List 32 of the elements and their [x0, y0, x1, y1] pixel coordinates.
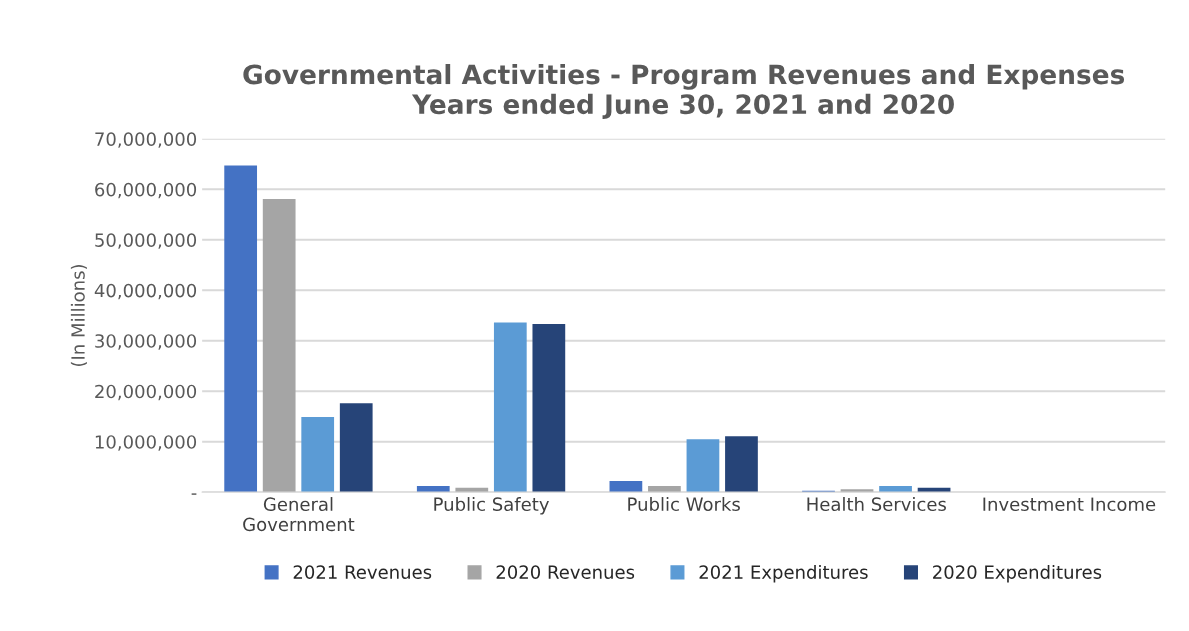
x-tick-label: Investment Income	[983, 497, 1156, 512]
bar	[416, 486, 450, 493]
bar	[879, 486, 912, 493]
y-tick-label: 60,000,000	[95, 182, 197, 199]
bar	[493, 322, 527, 493]
bar	[840, 489, 874, 493]
y-tick-label: 30,000,000	[95, 334, 197, 350]
bar	[609, 481, 643, 493]
x-tick-label: General Government	[243, 497, 355, 532]
y-tick-label: -	[191, 493, 197, 495]
x-tick-label: Public Safety	[434, 497, 549, 515]
legend-label: 2020 Expenditures	[933, 564, 1102, 583]
bar	[339, 403, 373, 493]
bar	[725, 436, 758, 493]
x-tick-label: Health Services	[807, 497, 946, 512]
y-tick-label: 20,000,000	[95, 384, 197, 401]
legend-label: 2021 Revenues	[293, 565, 432, 579]
chart-title: Governmental Activities - Program Revenues and Expenses Years ended June 30, 2021 and 2020	[243, 64, 1125, 120]
bar	[648, 486, 681, 493]
y-tick-label: 40,000,000	[94, 283, 197, 300]
bar	[686, 439, 720, 493]
bar	[532, 324, 566, 493]
bar	[224, 165, 258, 493]
bar	[262, 198, 296, 493]
y-tick-label: 10,000,000	[95, 435, 197, 451]
legend-label: 2021 Expenditures	[699, 564, 868, 583]
y-tick-label: 70,000,000	[95, 132, 197, 148]
bar	[301, 416, 335, 493]
y-axis-title: (In Millions)	[70, 264, 87, 367]
x-tick-label: Public Works	[628, 497, 740, 512]
legend-label: 2020 Revenues	[496, 565, 635, 579]
y-tick-label: 50,000,000	[95, 233, 197, 249]
